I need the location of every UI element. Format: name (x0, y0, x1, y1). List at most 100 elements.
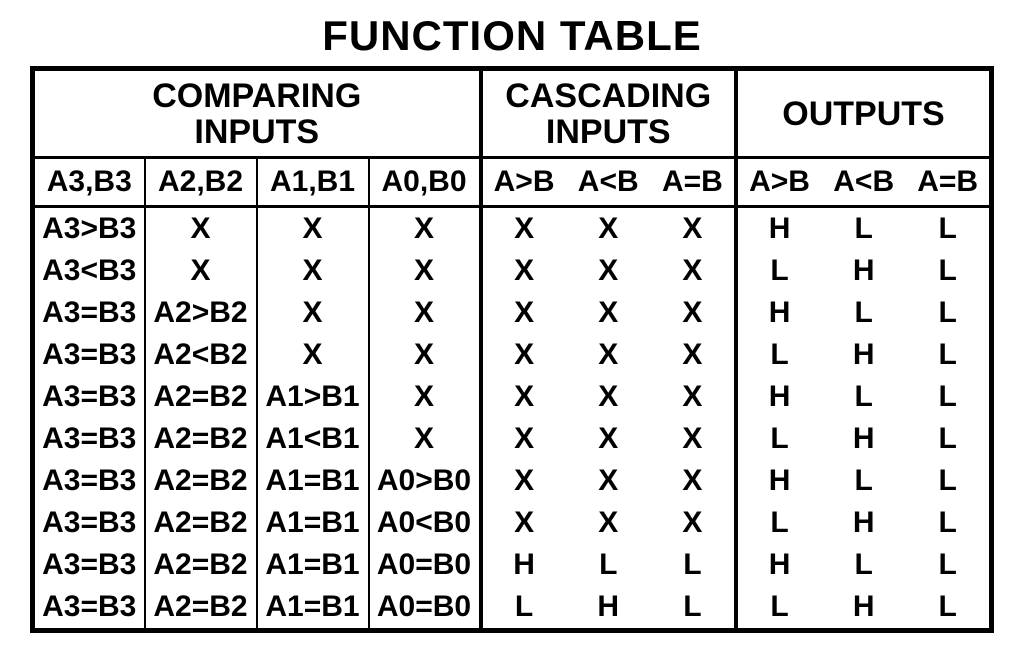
page-title: FUNCTION TABLE (30, 12, 994, 60)
cell-out-1: H (821, 502, 906, 544)
table-row: A3=B3A2=B2A1=B1A0=B0LHLLHL (33, 586, 992, 631)
cell-out-0: L (736, 418, 821, 460)
table-row: A3<B3XXXXXXLHL (33, 250, 992, 292)
section-outputs-header: OUTPUTS (736, 69, 992, 158)
table-row: A3=B3A2=B2A1=B1A0=B0HLLHLL (33, 544, 992, 586)
subheader-cmp-0: A3,B3 (33, 158, 145, 207)
cell-casc-2: X (651, 250, 736, 292)
cell-out-2: L (906, 334, 991, 376)
table-row: A3=B3A2>B2XXXXXHLL (33, 292, 992, 334)
subheader-casc-2: A=B (651, 158, 736, 207)
subheader-out-1: A<B (821, 158, 906, 207)
cell-cmp-1: A2=B2 (145, 586, 257, 631)
cell-casc-2: X (651, 502, 736, 544)
cell-casc-0: X (481, 460, 566, 502)
cell-cmp-0: A3=B3 (33, 292, 145, 334)
cell-cmp-2: A1=B1 (257, 460, 369, 502)
cell-out-0: L (736, 334, 821, 376)
cell-cmp-1: A2=B2 (145, 418, 257, 460)
cell-out-0: H (736, 544, 821, 586)
cell-out-1: L (821, 460, 906, 502)
cell-cmp-3: A0=B0 (369, 544, 481, 586)
cell-cmp-3: A0>B0 (369, 460, 481, 502)
cell-casc-1: X (566, 334, 651, 376)
section-header-row: COMPARING INPUTS CASCADING INPUTS OUTPUT… (33, 69, 992, 158)
table-body: A3>B3XXXXXXHLLA3<B3XXXXXXLHLA3=B3A2>B2XX… (33, 207, 992, 631)
cell-casc-0: X (481, 334, 566, 376)
section-comparing-line2: INPUTS (39, 115, 475, 151)
cell-out-2: L (906, 376, 991, 418)
section-cascading-line2: INPUTS (487, 115, 730, 151)
cell-out-1: H (821, 250, 906, 292)
cell-casc-1: X (566, 418, 651, 460)
cell-casc-0: X (481, 207, 566, 251)
section-comparing-header: COMPARING INPUTS (33, 69, 481, 158)
cell-cmp-0: A3<B3 (33, 250, 145, 292)
function-table: COMPARING INPUTS CASCADING INPUTS OUTPUT… (30, 66, 994, 633)
cell-out-2: L (906, 292, 991, 334)
cell-cmp-2: A1=B1 (257, 544, 369, 586)
cell-out-1: H (821, 586, 906, 631)
cell-cmp-3: X (369, 207, 481, 251)
cell-out-0: L (736, 586, 821, 631)
cell-casc-1: X (566, 292, 651, 334)
cell-cmp-1: A2>B2 (145, 292, 257, 334)
table-row: A3=B3A2=B2A1=B1A0>B0XXXHLL (33, 460, 992, 502)
cell-cmp-2: X (257, 250, 369, 292)
cell-casc-1: H (566, 586, 651, 631)
cell-cmp-3: A0=B0 (369, 586, 481, 631)
subheader-cmp-3: A0,B0 (369, 158, 481, 207)
cell-out-2: L (906, 544, 991, 586)
cell-out-1: L (821, 292, 906, 334)
cell-cmp-1: X (145, 250, 257, 292)
cell-casc-2: X (651, 376, 736, 418)
subheader-out-2: A=B (906, 158, 991, 207)
cell-out-0: H (736, 292, 821, 334)
table-row: A3>B3XXXXXXHLL (33, 207, 992, 251)
cell-out-1: L (821, 376, 906, 418)
cell-out-2: L (906, 586, 991, 631)
cell-cmp-0: A3=B3 (33, 334, 145, 376)
cell-cmp-3: A0<B0 (369, 502, 481, 544)
subheader-cmp-1: A2,B2 (145, 158, 257, 207)
cell-out-0: H (736, 460, 821, 502)
cell-casc-0: H (481, 544, 566, 586)
table-row: A3=B3A2=B2A1<B1XXXXLHL (33, 418, 992, 460)
table-row: A3=B3A2=B2A1=B1A0<B0XXXLHL (33, 502, 992, 544)
cell-cmp-0: A3=B3 (33, 376, 145, 418)
cell-cmp-0: A3=B3 (33, 544, 145, 586)
cell-out-0: H (736, 376, 821, 418)
cell-casc-1: L (566, 544, 651, 586)
cell-out-2: L (906, 207, 991, 251)
cell-casc-2: L (651, 544, 736, 586)
cell-cmp-2: A1<B1 (257, 418, 369, 460)
cell-out-2: L (906, 502, 991, 544)
cell-casc-1: X (566, 250, 651, 292)
subheader-casc-0: A>B (481, 158, 566, 207)
cell-casc-1: X (566, 502, 651, 544)
cell-casc-0: L (481, 586, 566, 631)
cell-casc-2: L (651, 586, 736, 631)
cell-cmp-3: X (369, 376, 481, 418)
cell-cmp-3: X (369, 334, 481, 376)
subheader-cmp-2: A1,B1 (257, 158, 369, 207)
subheader-casc-1: A<B (566, 158, 651, 207)
section-comparing-line1: COMPARING (39, 79, 475, 115)
cell-cmp-0: A3>B3 (33, 207, 145, 251)
cell-cmp-2: A1=B1 (257, 502, 369, 544)
cell-cmp-0: A3=B3 (33, 418, 145, 460)
cell-out-1: L (821, 544, 906, 586)
cell-casc-2: X (651, 418, 736, 460)
cell-cmp-3: X (369, 418, 481, 460)
section-cascading-line1: CASCADING (487, 79, 730, 115)
cell-cmp-0: A3=B3 (33, 502, 145, 544)
cell-cmp-1: A2<B2 (145, 334, 257, 376)
cell-out-0: L (736, 502, 821, 544)
cell-casc-2: X (651, 207, 736, 251)
cell-cmp-1: A2=B2 (145, 502, 257, 544)
cell-cmp-1: A2=B2 (145, 544, 257, 586)
cell-casc-1: X (566, 376, 651, 418)
table-row: A3=B3A2<B2XXXXXLHL (33, 334, 992, 376)
cell-cmp-2: X (257, 207, 369, 251)
section-cascading-header: CASCADING INPUTS (481, 69, 736, 158)
